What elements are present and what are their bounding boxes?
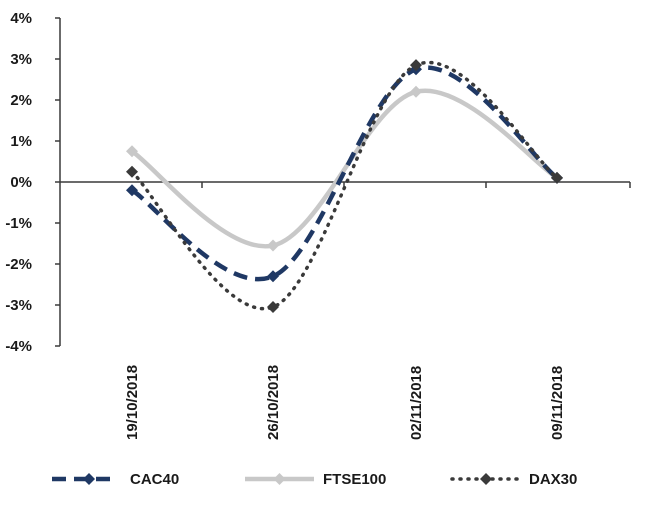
x-tick-label: 19/10/2018	[124, 365, 141, 440]
data-point-cac40	[126, 184, 138, 197]
y-tick-label: 0%	[10, 174, 32, 191]
series-line-ftse100	[130, 88, 559, 249]
data-point-dax30	[267, 301, 279, 314]
series-line-dax30	[130, 60, 559, 311]
y-tick-label: 2%	[10, 92, 32, 109]
data-point-cac40	[267, 270, 279, 283]
data-point-dax30	[551, 171, 563, 184]
legend-marker-dax30	[480, 473, 492, 485]
legend-label-cac40: CAC40	[130, 471, 179, 488]
legend: CAC40 FTSE100 DAX30	[52, 471, 577, 488]
y-tick-label: -2%	[5, 256, 32, 273]
data-point-dax30	[126, 165, 138, 178]
y-tick-label: -3%	[5, 297, 32, 314]
y-tick-label: 1%	[10, 133, 32, 150]
y-tick-label: -4%	[5, 338, 32, 355]
data-point-ftse100	[410, 85, 422, 98]
axes: -4% -3% -2% -1% 0% 1% 2% 3% 4% 19/10/2018 26/10/20…	[5, 10, 631, 440]
y-tick-label: 3%	[10, 51, 32, 68]
data-point-ftse100	[267, 239, 279, 252]
x-tick-label: 26/10/2018	[265, 365, 282, 440]
x-tick-label: 09/11/2018	[549, 366, 566, 440]
data-point-dax30	[410, 59, 422, 72]
series-layer	[126, 59, 563, 314]
data-point-ftse100	[126, 145, 138, 158]
legend-label-dax30: DAX30	[529, 471, 577, 488]
legend-marker-ftse100	[273, 473, 286, 485]
x-tick-label: 02/11/2018	[408, 366, 425, 440]
y-tick-label: -1%	[5, 215, 32, 232]
series-line-cac40	[130, 65, 559, 282]
y-tick-label: 4%	[10, 10, 32, 27]
legend-marker-cac40	[83, 473, 95, 485]
legend-label-ftse100: FTSE100	[323, 471, 386, 488]
